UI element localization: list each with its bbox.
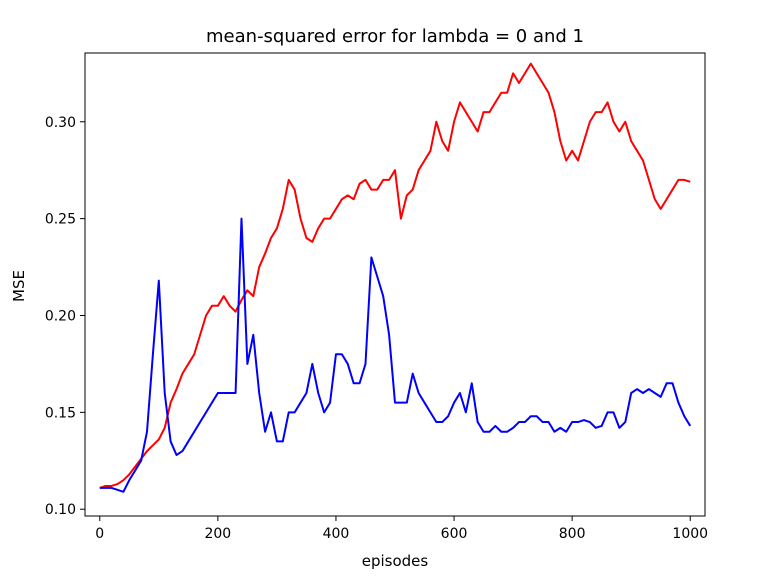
y-axis-label: MSE: [10, 270, 28, 302]
x-axis-label: episodes: [362, 552, 429, 570]
x-tick-label: 1000: [672, 526, 708, 542]
x-axis-ticks: 0 200 400 600 800 1000: [95, 516, 708, 542]
x-tick-label: 600: [441, 526, 468, 542]
y-tick-label: 0.15: [45, 405, 76, 421]
x-tick-label: 400: [323, 526, 350, 542]
x-tick-label: 200: [204, 526, 231, 542]
x-tick-label: 800: [559, 526, 586, 542]
y-tick-label: 0.30: [45, 115, 76, 131]
plot-area: [99, 62, 692, 493]
chart-title: mean-squared error for lambda = 0 and 1: [206, 26, 584, 47]
y-tick-label: 0.10: [45, 502, 76, 518]
y-axis-ticks: 0.10 0.15 0.20 0.25 0.30: [45, 115, 85, 518]
series-line-2: [99, 217, 692, 493]
plot-frame: [84, 52, 706, 517]
series-line-1: [99, 62, 691, 489]
y-tick-label: 0.20: [45, 308, 76, 324]
y-tick-label: 0.25: [45, 212, 76, 228]
x-tick-label: 0: [95, 526, 104, 542]
